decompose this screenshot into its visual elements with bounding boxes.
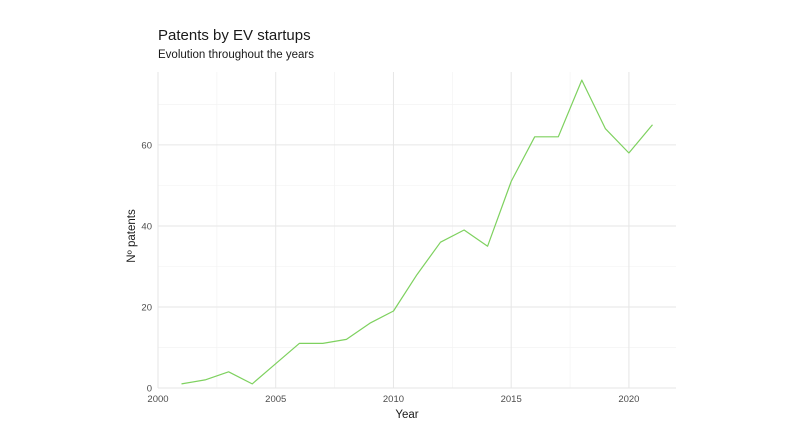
x-tick-label: 2005 <box>265 394 286 405</box>
major-gridlines <box>157 72 676 389</box>
chart-title: Patents by EV startups <box>158 27 311 44</box>
x-tick-label: 2015 <box>501 394 522 405</box>
series-group <box>181 79 653 385</box>
series-line <box>181 79 653 385</box>
y-axis-title: Nº patents <box>126 209 138 263</box>
y-tick-label: 40 <box>141 221 152 232</box>
minor-gridlines <box>158 72 676 388</box>
y-tick-label: 0 <box>147 384 152 395</box>
x-axis-ticks: 2000 2005 2010 2015 2020 <box>147 394 639 405</box>
y-tick-label: 20 <box>141 302 152 313</box>
chart-subtitle: Evolution throughout the years <box>158 49 314 61</box>
y-tick-label: 60 <box>141 140 152 151</box>
x-tick-label: 2020 <box>618 394 639 405</box>
x-axis-title: Year <box>395 409 418 421</box>
y-axis-ticks: 0 20 40 60 <box>141 140 152 394</box>
x-tick-label: 2010 <box>383 394 404 405</box>
x-tick-label: 2000 <box>147 394 168 405</box>
